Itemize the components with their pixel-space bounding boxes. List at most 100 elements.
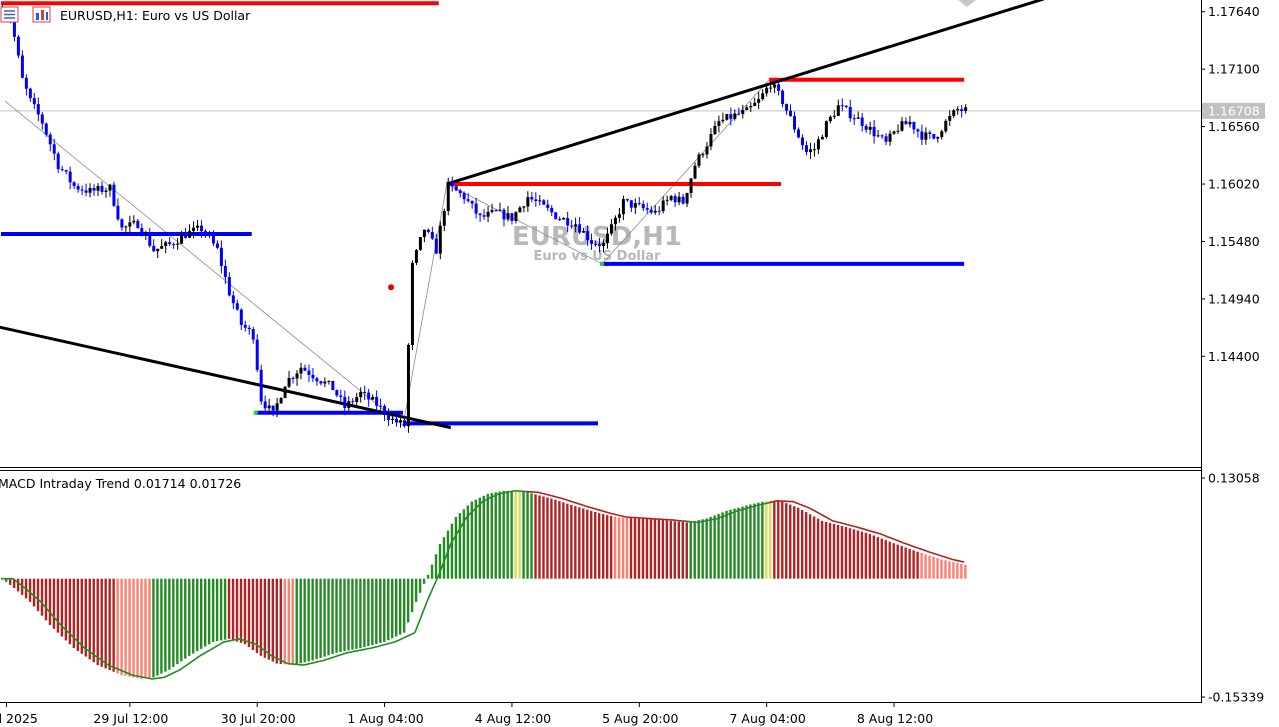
candle-body <box>570 225 574 227</box>
candle-body <box>789 110 793 117</box>
macd-bar <box>904 547 907 579</box>
macd-bar <box>295 578 298 665</box>
macd-bar <box>789 504 792 579</box>
candle-body <box>781 90 785 104</box>
macd-bar <box>231 578 235 641</box>
macd-bar <box>582 508 585 579</box>
macd-bar <box>816 518 820 579</box>
candle-body <box>518 207 522 213</box>
candle-body <box>263 401 267 409</box>
macd-bar <box>812 516 816 579</box>
shift-marker-icon[interactable] <box>958 0 976 7</box>
macd-bar <box>406 578 410 623</box>
chart-list-icon[interactable] <box>0 6 19 23</box>
candle-body <box>586 231 590 241</box>
macd-bar <box>446 530 450 579</box>
symbol-window-icon[interactable] <box>32 6 51 23</box>
macd-bar <box>347 578 350 651</box>
candle-body <box>402 420 406 427</box>
candle-body <box>383 405 387 416</box>
macd-bar <box>203 578 207 647</box>
candle-body <box>434 238 438 254</box>
macd-bar <box>956 563 959 579</box>
candle-body <box>399 420 402 423</box>
candle-body <box>820 136 824 140</box>
macd-bar <box>542 496 545 579</box>
macd-bar <box>490 493 493 579</box>
macd-bar <box>916 551 919 579</box>
candle-body <box>466 199 470 201</box>
candle-body <box>578 224 582 233</box>
candle-body <box>351 401 355 403</box>
candle-body <box>32 98 36 105</box>
candle-body <box>840 105 844 107</box>
macd-bar <box>414 578 418 602</box>
candle-body <box>944 120 948 132</box>
candle-body <box>28 88 32 99</box>
candle-body <box>231 295 235 304</box>
macd-bar <box>522 492 525 579</box>
macd-bar <box>56 578 60 633</box>
candle-body <box>319 381 323 384</box>
candle-body <box>824 121 828 137</box>
candle-body <box>892 131 896 134</box>
candle-body <box>685 193 689 204</box>
symbol-description: EURUSD,H1: Euro vs US Dollar <box>60 8 251 23</box>
macd-bar <box>601 514 605 579</box>
candle-body <box>502 209 506 220</box>
macd-bar <box>888 541 891 579</box>
candle-body <box>721 119 725 122</box>
candle-body <box>729 114 733 119</box>
candle-body <box>605 233 609 243</box>
trendline[interactable] <box>0 325 452 430</box>
macd-bar <box>717 513 720 579</box>
current-price-label: 1.16708 <box>1208 103 1260 118</box>
candle-body <box>307 370 311 375</box>
macd-bar <box>908 548 911 579</box>
macd-bar <box>144 578 147 679</box>
candle-body <box>900 121 904 131</box>
macd-bar <box>275 578 279 664</box>
macd-bar <box>793 506 796 579</box>
macd-bar <box>36 578 40 612</box>
macd-bar <box>701 519 704 579</box>
macd-bar <box>534 494 537 579</box>
candle-body <box>621 199 625 215</box>
candle-body <box>80 189 84 191</box>
price-tick-label: 1.16560 <box>1208 119 1260 134</box>
macd-bar <box>307 578 310 662</box>
chart-header: EURUSD,H1: Euro vs US Dollar <box>0 6 251 23</box>
candle-body <box>343 396 347 409</box>
macd-bar <box>625 517 629 579</box>
macd-bar <box>291 578 294 666</box>
candle-body <box>828 116 832 122</box>
macd-bar <box>355 578 358 649</box>
macd-bar <box>124 578 127 676</box>
candle-body <box>797 129 800 138</box>
macd-bar <box>482 495 485 579</box>
macd-bar <box>558 501 561 579</box>
trendline[interactable] <box>446 0 1045 186</box>
macd-bar <box>299 578 302 664</box>
macd-bar <box>944 560 947 579</box>
price-tick-label: 1.14940 <box>1208 291 1260 306</box>
candle-body <box>482 215 486 217</box>
macd-bar <box>311 578 314 661</box>
candle-body <box>773 84 777 88</box>
macd-bar <box>653 519 657 579</box>
time-tick-label: 7 Aug 04:00 <box>729 711 805 726</box>
candle-body <box>291 377 295 379</box>
time-tick-label: 28 Jul 2025 <box>0 711 38 726</box>
macd-bar <box>808 514 812 579</box>
price-axis: 1.17640 1.17100 1.16560 1.16020 1.15480 1.149… <box>1201 4 1265 705</box>
candle-body <box>538 200 542 202</box>
candle-body <box>641 203 645 209</box>
macd-bar <box>749 504 752 579</box>
candle-body <box>116 205 120 220</box>
candle-body <box>693 165 697 179</box>
price-tick-label: 1.17640 <box>1208 4 1260 19</box>
macd-bar <box>196 578 199 652</box>
candle-body <box>498 209 502 211</box>
time-tick-label: 4 Aug 12:00 <box>475 711 551 726</box>
